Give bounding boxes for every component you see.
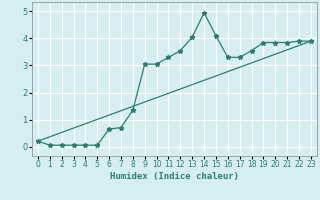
X-axis label: Humidex (Indice chaleur): Humidex (Indice chaleur) [110,172,239,181]
